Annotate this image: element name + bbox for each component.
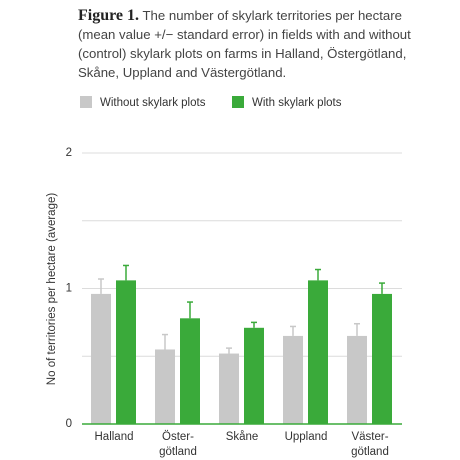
x-tick-label: Öster-	[162, 431, 194, 443]
figure-title: Figure 1.	[78, 7, 140, 24]
caption-text: The number of skylark territories per he…	[78, 8, 411, 80]
bar	[308, 280, 328, 424]
x-tick-label: götland	[351, 446, 389, 458]
x-tick-label: Uppland	[285, 431, 328, 443]
bar	[283, 335, 303, 424]
x-tick-label: Skåne	[226, 431, 259, 443]
y-tick-label: 1	[66, 283, 72, 295]
x-tick-label: Halland	[95, 431, 134, 443]
bar	[347, 335, 367, 424]
x-tick-label: götland	[159, 446, 197, 458]
legend-swatch	[232, 96, 244, 108]
bar	[180, 318, 200, 424]
legend-swatch	[80, 96, 92, 108]
bar	[219, 353, 239, 424]
legend-label: With skylark plots	[252, 97, 342, 109]
bar	[116, 280, 136, 424]
y-tick-label: 2	[66, 147, 72, 159]
legend-label: Without skylark plots	[100, 97, 206, 109]
bar	[91, 293, 111, 424]
x-tick-label: Väster-	[351, 431, 388, 443]
bar	[372, 293, 392, 424]
y-tick-label: 0	[66, 418, 72, 430]
y-axis-label: No of territories per hectare (average)	[46, 193, 58, 386]
bar	[155, 349, 175, 424]
bar	[244, 327, 264, 424]
caption: Figure 1. The number of skylark territor…	[78, 6, 418, 82]
